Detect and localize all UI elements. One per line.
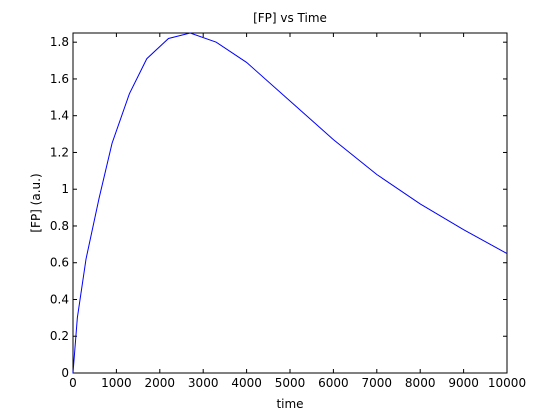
plot-area bbox=[72, 32, 508, 374]
x-tick-label: 0 bbox=[69, 376, 77, 390]
x-tick-label: 5000 bbox=[275, 376, 306, 390]
y-tick-label: 1 bbox=[61, 182, 69, 196]
x-axis-label: time bbox=[276, 397, 303, 411]
y-axis-label: [FP] (a.u.) bbox=[29, 173, 43, 232]
x-tick-label: 6000 bbox=[318, 376, 349, 390]
x-tick-label: 2000 bbox=[145, 376, 176, 390]
x-tick-label: 4000 bbox=[231, 376, 262, 390]
x-tick-label: 8000 bbox=[405, 376, 436, 390]
x-tick-label: 9000 bbox=[448, 376, 479, 390]
y-tick-label: 0.8 bbox=[50, 219, 69, 233]
y-tick-label: 0.2 bbox=[50, 329, 69, 343]
x-tick-label: 10000 bbox=[488, 376, 526, 390]
y-tick-label: 0 bbox=[61, 366, 69, 380]
ticks-layer: 0 1000 2000 3000 4000 5000 6000 7000 8000 9000 100… bbox=[50, 33, 526, 390]
lines-layer bbox=[72, 32, 508, 374]
y-tick-label: 0.4 bbox=[50, 292, 69, 306]
y-tick-label: 1.2 bbox=[50, 145, 69, 159]
x-tick-label: 1000 bbox=[101, 376, 132, 390]
series-line-0 bbox=[72, 32, 508, 374]
y-tick-label: 1.4 bbox=[50, 109, 69, 123]
x-tick-label: 7000 bbox=[362, 376, 393, 390]
y-tick-label: 0.6 bbox=[50, 256, 69, 270]
x-tick-label: 3000 bbox=[188, 376, 219, 390]
y-tick-label: 1.6 bbox=[50, 72, 69, 86]
chart-title: [FP] vs Time bbox=[253, 11, 327, 25]
y-tick-label: 1.8 bbox=[50, 35, 69, 49]
